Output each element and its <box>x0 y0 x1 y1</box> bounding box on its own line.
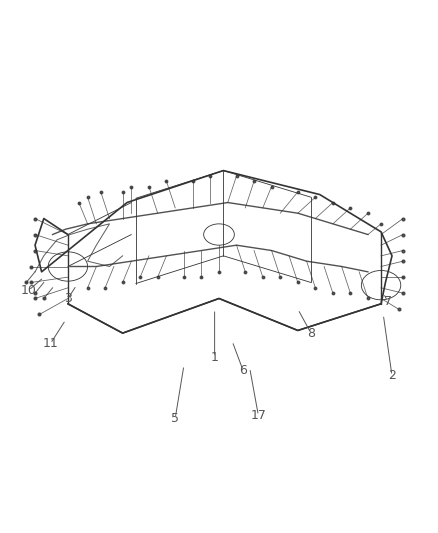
Text: 11: 11 <box>42 337 58 350</box>
Text: 2: 2 <box>388 369 396 382</box>
Text: 1: 1 <box>211 351 219 364</box>
Text: 6: 6 <box>239 364 247 377</box>
Text: 5: 5 <box>171 412 179 425</box>
Text: 7: 7 <box>384 295 392 308</box>
Text: 3: 3 <box>64 292 72 305</box>
Text: 17: 17 <box>251 409 266 422</box>
Text: 10: 10 <box>21 284 36 297</box>
Text: 8: 8 <box>307 327 315 340</box>
